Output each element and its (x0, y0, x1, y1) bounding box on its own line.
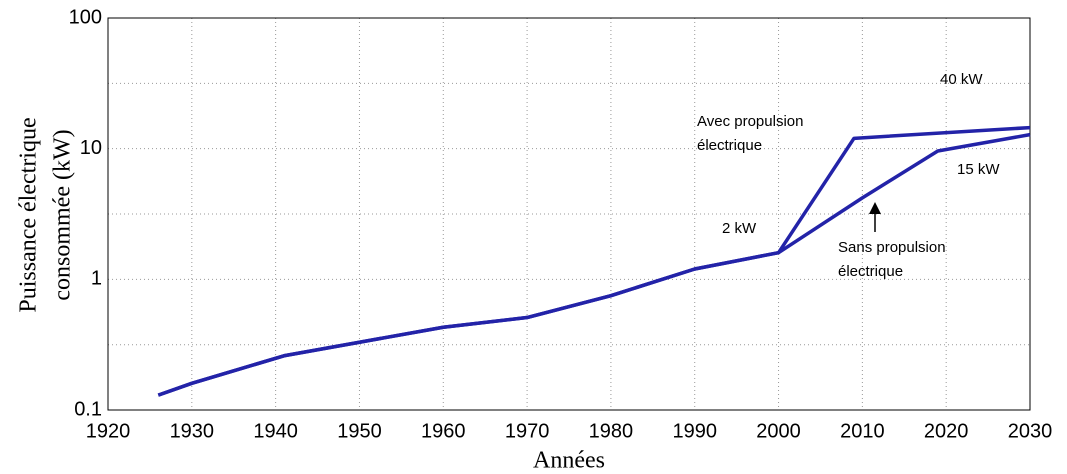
series-line (157, 132, 1031, 397)
y-tick-label: 10 (80, 137, 102, 159)
annotation: 15 kW (957, 161, 1000, 178)
x-tick-label: 2000 (756, 420, 801, 442)
plot-frame (107, 17, 1031, 411)
y-axis-label: Puissance électrique (16, 117, 42, 312)
x-tick-label: 1950 (337, 420, 382, 442)
x-tick-label: 1980 (589, 420, 634, 442)
x-tick-label: 2030 (1008, 420, 1053, 442)
arrow (869, 202, 881, 232)
x-tick-label: 1970 (505, 420, 550, 442)
x-tick-label: 1990 (672, 420, 717, 442)
annotation: 2 kW (722, 220, 757, 237)
annotation: Avec propulsion (697, 113, 803, 130)
y-tick-label: 100 (69, 6, 102, 28)
x-tick-label: 1930 (170, 420, 215, 442)
x-tick-label: 1940 (253, 420, 298, 442)
y-tick-label: 1 (91, 268, 102, 290)
annotation: 40 kW (940, 71, 983, 88)
x-tick-label: 1960 (421, 420, 466, 442)
annotation: électrique (838, 263, 903, 280)
x-axis-label: Années (533, 448, 605, 474)
y-tick-label: 0.1 (74, 398, 102, 420)
annotation: électrique (697, 137, 762, 154)
x-tick-label: 2010 (840, 420, 885, 442)
grid (107, 17, 1031, 411)
x-tick-label: 2020 (924, 420, 969, 442)
y-axis-label: consommée (kW) (50, 129, 76, 300)
annotation: Sans propulsion (838, 239, 946, 256)
x-tick-label: 1920 (86, 420, 131, 442)
